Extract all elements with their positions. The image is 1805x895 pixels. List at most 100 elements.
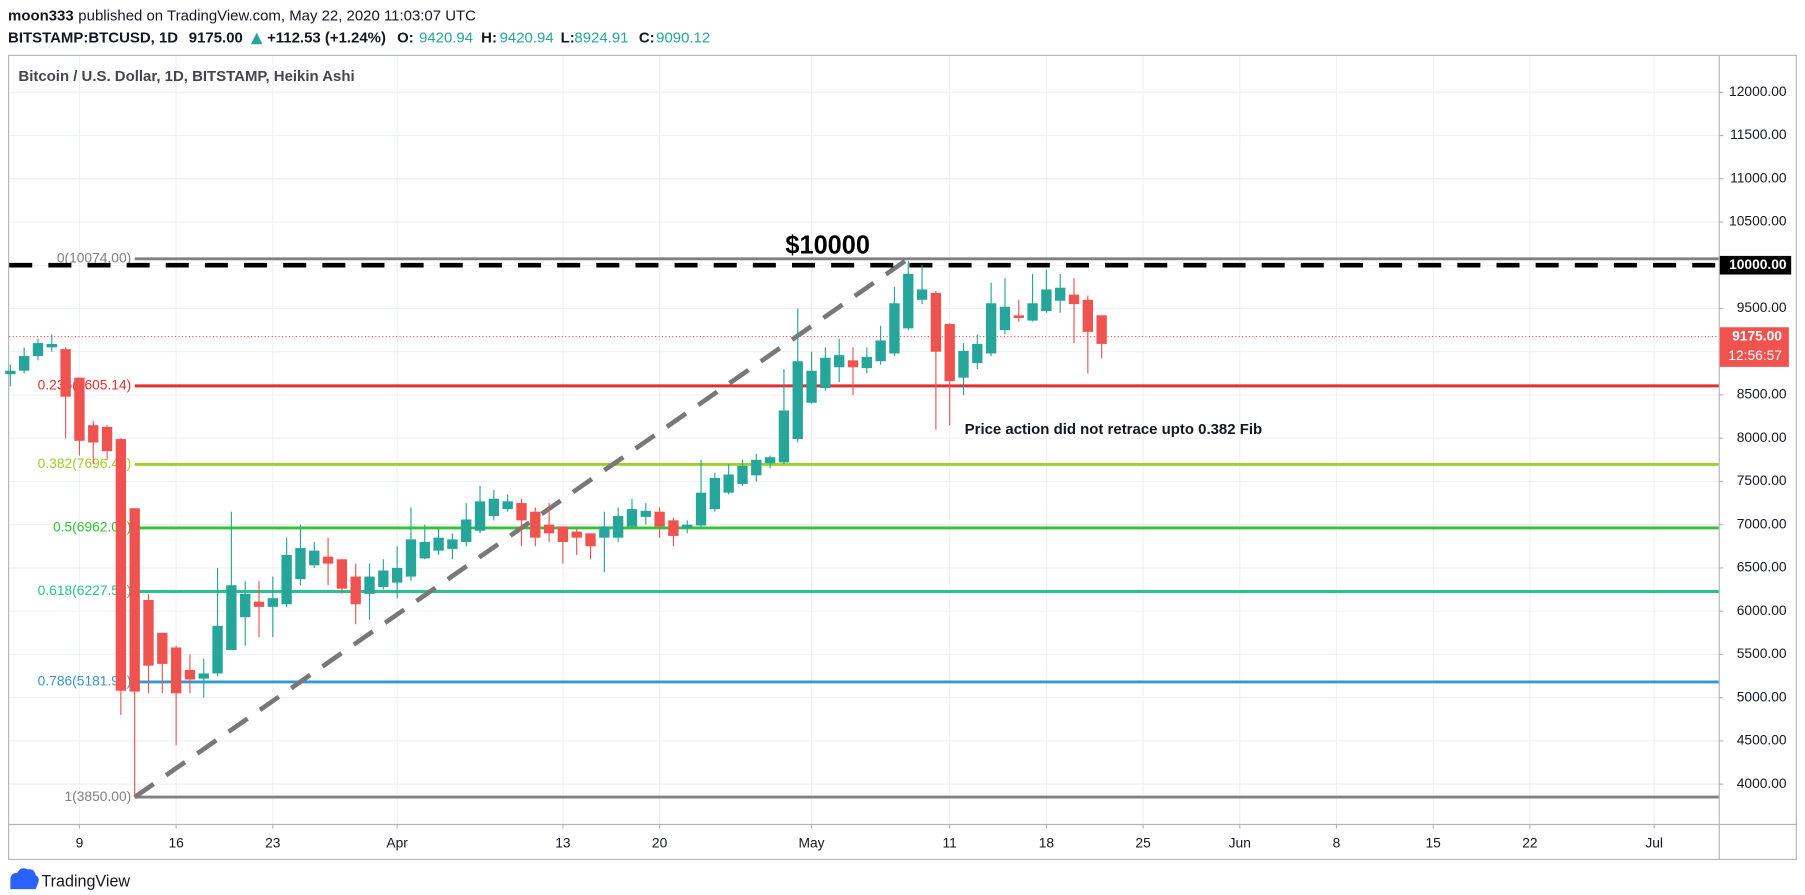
candle-body [391, 567, 403, 583]
y-tick-label: 8000.00 [1737, 429, 1787, 445]
candle-body [820, 357, 831, 389]
candle-body [5, 370, 16, 375]
candle-body [170, 647, 182, 694]
candle-body [930, 292, 942, 352]
candle-body [695, 492, 707, 526]
x-tick-label: 22 [1522, 834, 1538, 850]
fib-level-label: 0.786(5181.94) [38, 673, 132, 689]
candle-body [668, 520, 679, 536]
candle-body [46, 343, 57, 348]
published: published on TradingView.com, May 22, 20… [78, 7, 476, 24]
candle-body [240, 593, 251, 618]
candle-body [834, 355, 845, 368]
candle-body [516, 503, 527, 521]
x-tick-label: 18 [1039, 834, 1055, 850]
y-tick-label: 10500.00 [1729, 213, 1787, 229]
fib-level-label: 0.5(6962.00) [53, 519, 131, 535]
header-line: moon333 published on TradingView.com, May… [8, 7, 476, 24]
candle-body [405, 539, 417, 577]
candle-body [18, 356, 30, 371]
candle-body [101, 426, 113, 452]
candle-body [378, 570, 389, 587]
y-tick-label: 8500.00 [1737, 386, 1787, 402]
candle-body [751, 459, 762, 476]
y-tick-label: 9500.00 [1737, 299, 1787, 315]
brand: TradingView [41, 872, 130, 890]
candle-body [267, 598, 279, 607]
candle-body [958, 350, 969, 378]
fib-level-label: 0.618(6227.57) [38, 582, 132, 598]
candle-body [184, 669, 196, 680]
candle-body [612, 516, 624, 538]
candle-body [889, 303, 900, 354]
y-tick-label: 6000.00 [1737, 602, 1787, 618]
candle-body [972, 343, 983, 363]
candle-body [143, 599, 154, 666]
fib-level-label: 0(10074.00) [57, 249, 131, 265]
symbol: BITSTAMP:BTCUSD, 1D [8, 29, 178, 46]
resistance-price-box [1719, 255, 1792, 275]
candle-body [322, 556, 334, 564]
x-tick-label: 16 [168, 834, 184, 850]
logo-icon [10, 868, 39, 890]
plot: 4000.00 4500.00 5000.00 5500.00 6000.00 6500.… [5, 83, 1792, 850]
candle-body [916, 289, 928, 300]
ohlc-label: H: [481, 29, 497, 46]
ohlc-value: 9090.12 [656, 29, 710, 46]
fib-level-label: 0.382(7696.43) [38, 455, 132, 471]
candle-body [599, 526, 610, 538]
x-tick-label: 20 [652, 834, 668, 850]
x-tick-label: 13 [555, 834, 571, 850]
candle-body [433, 537, 444, 551]
last-price: 9175.00 [189, 29, 243, 46]
resistance-price-label: 10000.00 [1729, 256, 1787, 272]
candle-body [488, 498, 500, 517]
ohlc-label: L: [561, 29, 575, 46]
resistance-annotation: $10000 [785, 231, 869, 259]
candle-body [295, 548, 306, 580]
x-tick-label: May [799, 834, 825, 850]
y-tick-label: 5000.00 [1737, 688, 1787, 704]
candle-body [585, 533, 596, 547]
candle-body [654, 511, 665, 527]
candle-body [281, 554, 292, 605]
y-tick-label: 6500.00 [1737, 559, 1787, 575]
ohlc-value: 9420.94 [419, 29, 473, 46]
x-tick-label: 25 [1135, 834, 1151, 850]
candle-body [502, 501, 513, 510]
y-tick-label: 5500.00 [1737, 645, 1787, 661]
ohlc-label: C: [639, 29, 655, 46]
candle-body [999, 306, 1011, 331]
last-price-box [1719, 327, 1789, 367]
candle-body [778, 410, 790, 463]
candle-body [350, 576, 361, 605]
last-price-label: 9175.00 [1732, 327, 1782, 343]
ohlc-value: 9420.94 [500, 29, 554, 46]
y-tick-label: 7500.00 [1737, 472, 1787, 488]
candle-body [737, 465, 748, 485]
chart-title: Bitcoin / U.S. Dollar, 1D, BITSTAMP, Hei… [18, 68, 354, 85]
candle-body [571, 531, 582, 538]
countdown: 12:56:57 [1728, 347, 1782, 363]
candle-body [198, 673, 209, 679]
candle-body [1082, 299, 1094, 332]
candle-body [903, 273, 914, 329]
candle-body [626, 509, 638, 527]
candle-body [543, 524, 555, 534]
candle-body [557, 526, 569, 542]
candle-body [875, 340, 886, 362]
x-tick-label: 8 [1333, 834, 1341, 850]
annotation: Price action did not retrace upto 0.382 … [965, 421, 1263, 438]
candle-body [115, 439, 127, 691]
candle-body [474, 501, 486, 531]
candle-body [226, 585, 237, 651]
candle-body [1055, 287, 1066, 301]
candle-body [764, 457, 776, 464]
x-tick-label: 9 [76, 834, 84, 850]
candle-body [74, 377, 85, 441]
candle-body [129, 508, 140, 692]
candle-body [682, 524, 693, 529]
candle-body [364, 576, 375, 594]
ohlc-value: 8924.91 [574, 29, 628, 46]
candle-body [530, 511, 541, 538]
